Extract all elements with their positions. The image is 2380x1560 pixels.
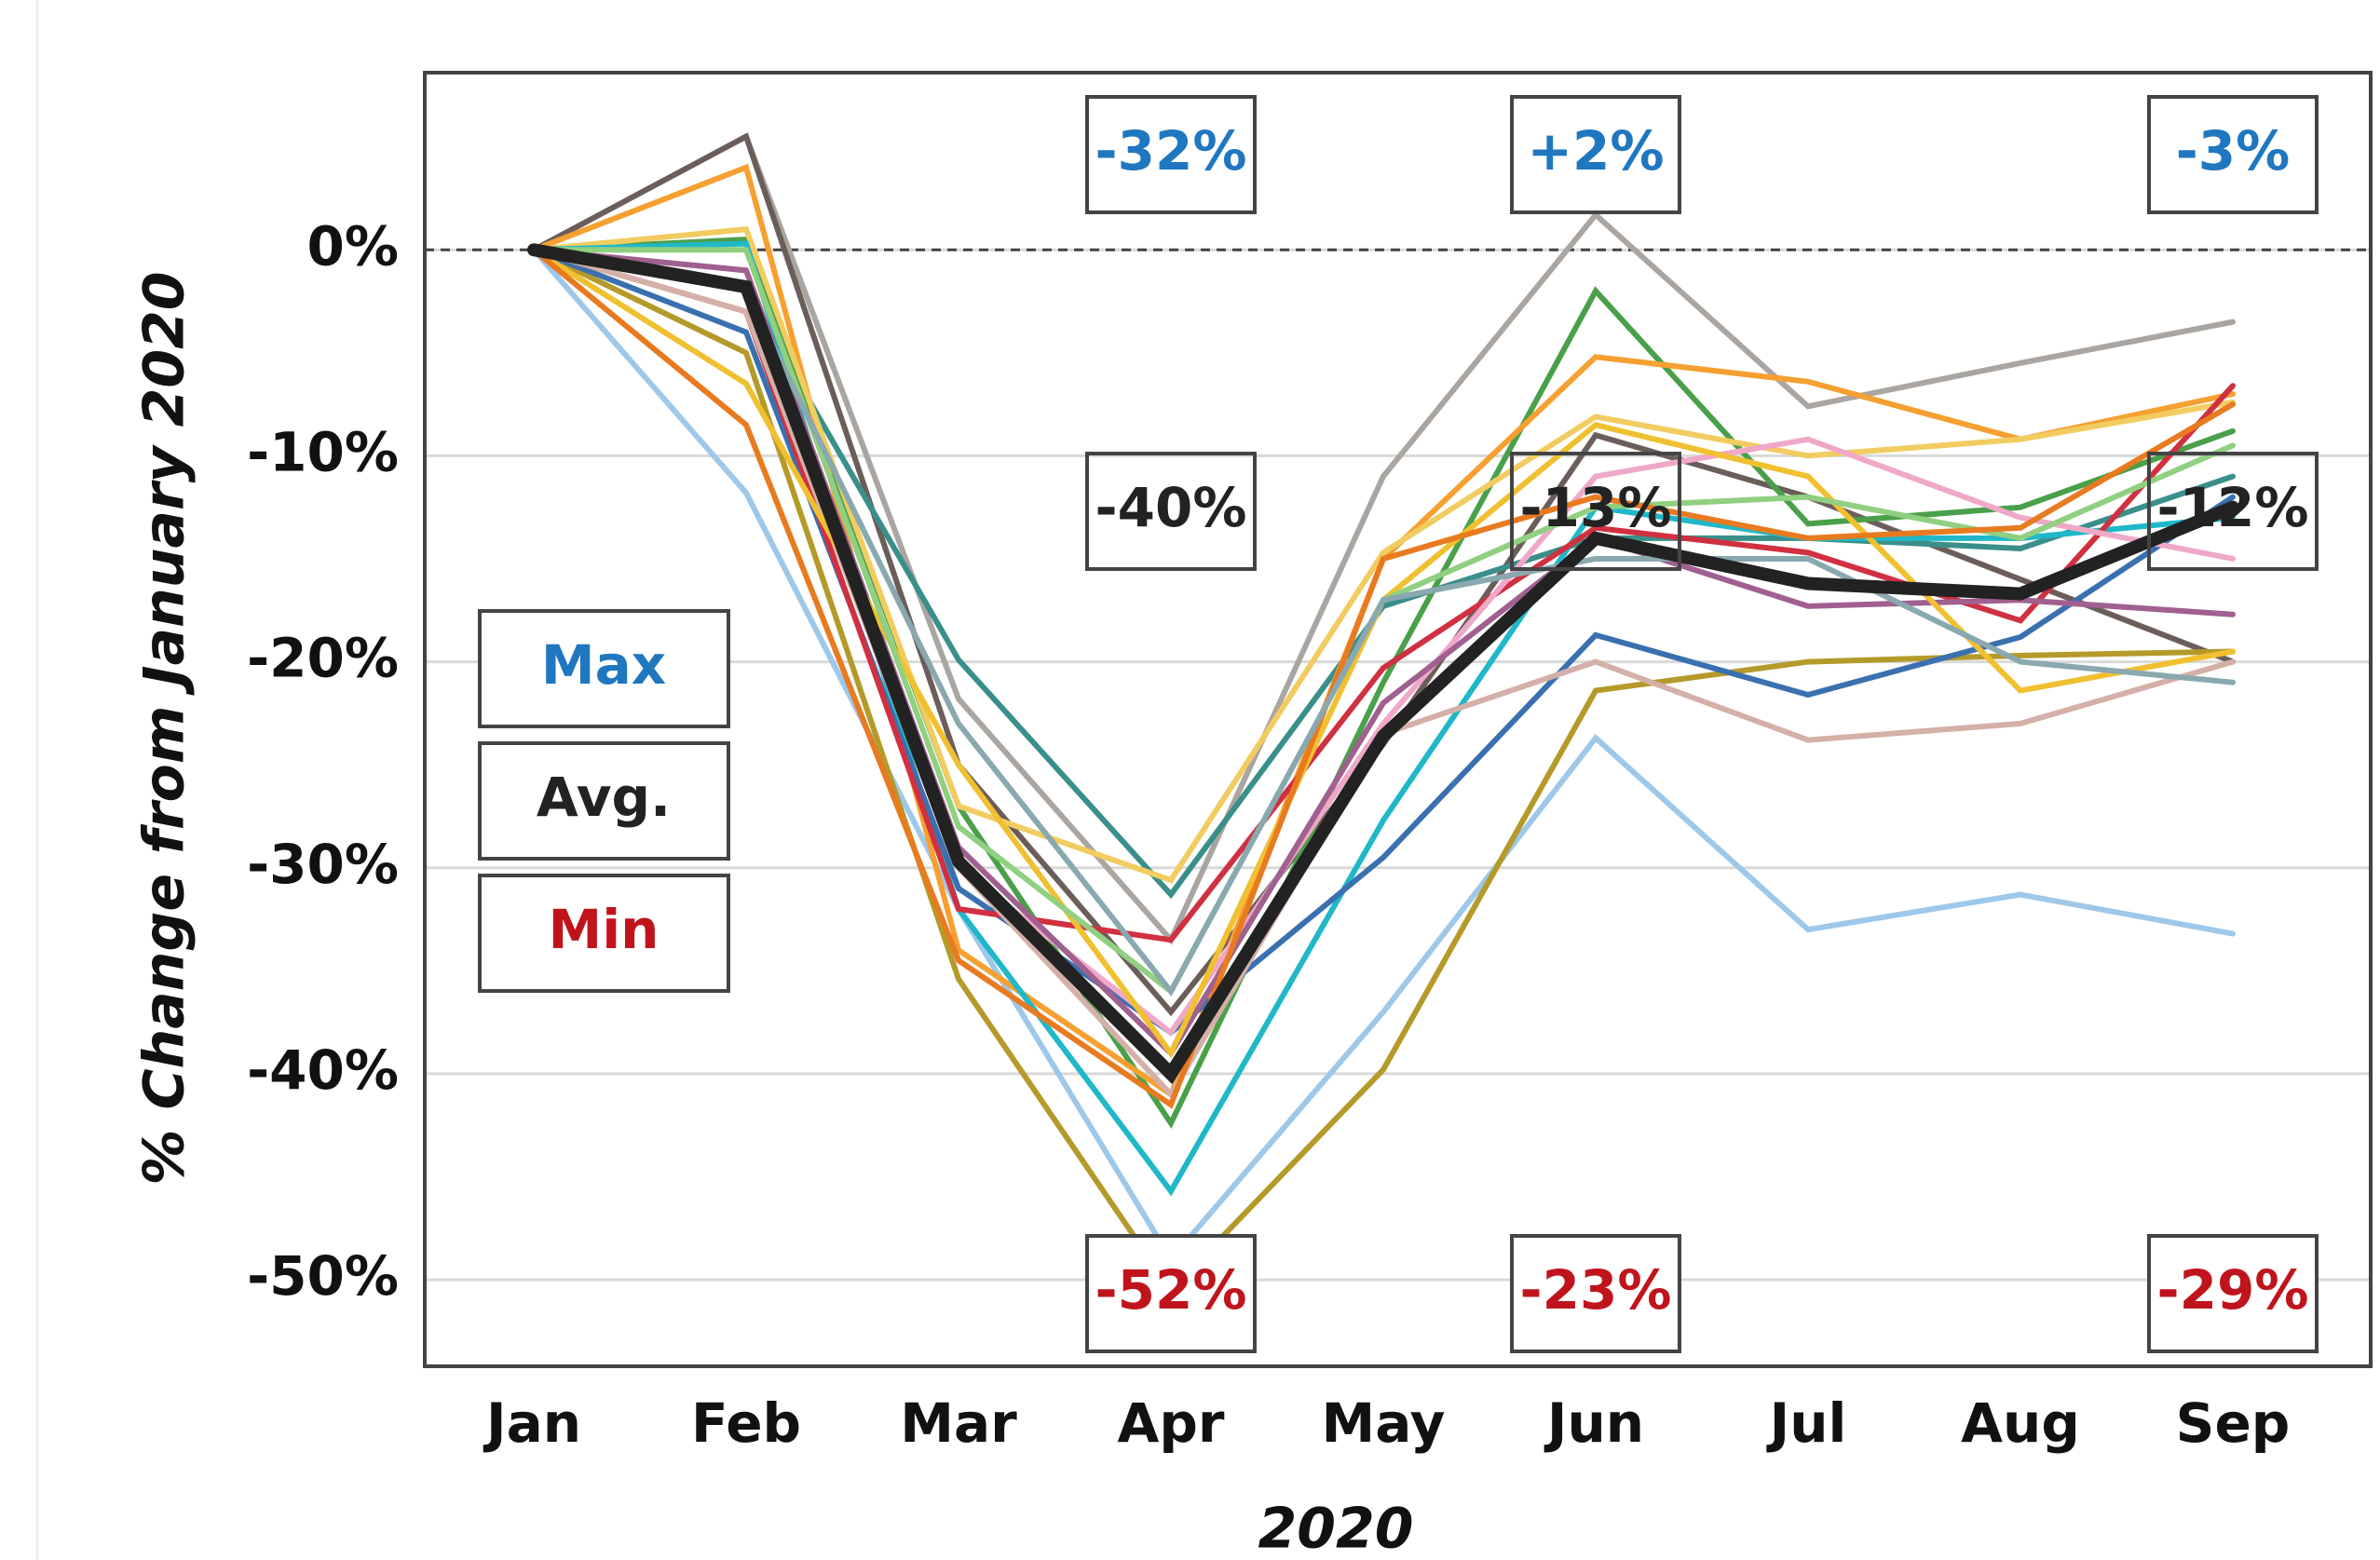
series-line [531, 247, 2236, 997]
y-tick-label: 0% [307, 214, 399, 278]
series-line [531, 163, 2236, 1099]
plot-frame [423, 71, 2373, 1368]
annotation-label: -3% [2176, 119, 2291, 183]
annotation-label: +2% [1527, 119, 1664, 183]
annotation-box [1510, 95, 1681, 214]
annotation-box [1085, 95, 1257, 214]
x-tick-label: Mar [900, 1391, 1017, 1455]
annotation-label: -23% [1520, 1258, 1672, 1322]
y-tick-label: -10% [247, 421, 399, 484]
x-tick-label: Aug [1961, 1391, 2080, 1455]
x-tick-label: Jul [1766, 1391, 1847, 1455]
series-line [531, 247, 2236, 996]
x-tick-label: May [1322, 1391, 1446, 1455]
annotation-label: -52% [1095, 1258, 1247, 1322]
series-line [531, 247, 2236, 1265]
legend-label: Avg. [537, 766, 671, 829]
annotation-label: -13% [1520, 476, 1672, 539]
annotation-box [2147, 1234, 2319, 1353]
y-axis-title: % Change from January 2020 [132, 271, 197, 1185]
legend-label: Max [541, 633, 666, 697]
annotation-box [1085, 452, 1257, 571]
x-tick-label: Feb [691, 1391, 801, 1455]
series-line [531, 225, 2236, 884]
x-tick-label: Jun [1544, 1391, 1644, 1455]
y-tick-label: -40% [247, 1038, 399, 1102]
series-line [527, 243, 2239, 1085]
y-tick-label: -20% [247, 627, 399, 690]
annotation-label: -12% [2157, 476, 2309, 539]
annotation-box [1510, 452, 1681, 571]
annotation-label: -32% [1095, 119, 1247, 183]
legend-box [478, 609, 730, 728]
series-line [531, 132, 2236, 945]
legend-box [478, 741, 730, 861]
legend-box [478, 874, 730, 993]
x-axis-title: 2020 [1258, 1497, 1414, 1560]
annotation-box [2147, 95, 2319, 214]
x-tick-label: Jan [483, 1391, 581, 1455]
annotation-box [1510, 1234, 1681, 1353]
annotation-box [2147, 452, 2319, 571]
legend-label: Min [549, 898, 660, 961]
y-tick-label: -50% [247, 1244, 399, 1308]
series-line [531, 247, 2236, 1109]
annotation-label: -40% [1095, 476, 1247, 539]
x-tick-label: Apr [1117, 1391, 1224, 1455]
annotation-label: -29% [2157, 1258, 2309, 1322]
annotation-box [1085, 1234, 1257, 1353]
x-tick-label: Sep [2176, 1391, 2291, 1455]
y-tick-label: -30% [247, 833, 399, 896]
